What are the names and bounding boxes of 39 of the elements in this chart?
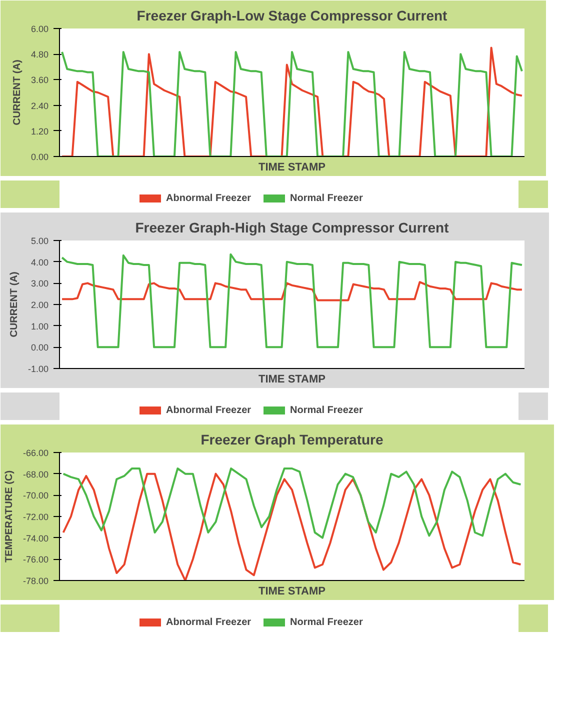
line-series: [61, 253, 523, 348]
chart-title: Freezer Graph Temperature: [200, 432, 384, 448]
y-tick-label: 4.00: [30, 257, 49, 268]
y-tick-label: 0.00: [30, 152, 49, 162]
legend-label: Abnormal Freezer: [166, 404, 252, 416]
legend-label: Normal Freezer: [290, 616, 363, 628]
chart-title: Freezer Graph-High Stage Compressor Current: [135, 220, 450, 236]
y-tick-label: 6.00: [30, 24, 49, 34]
y-tick-label: -68.00: [22, 469, 49, 480]
legend-label: Normal Freezer: [290, 192, 363, 204]
y-tick-label: 0.00: [30, 342, 49, 353]
legend-label: Normal Freezer: [290, 404, 363, 416]
y-tick-label: 4.80: [30, 50, 49, 60]
y-tick-label: -1.00: [28, 364, 48, 374]
y-tick-label: -66.00: [22, 448, 49, 458]
y-tick-label: 2.40: [30, 100, 49, 111]
x-axis-title: TIME STAMP: [258, 374, 326, 386]
y-tick-label: 1.00: [30, 321, 49, 332]
y-tick-label: -70.00: [22, 490, 49, 501]
y-tick-label: 3.00: [30, 278, 49, 289]
x-axis-title: TIME STAMP: [258, 586, 326, 598]
y-tick-label: 3.60: [30, 75, 49, 86]
line-series: [62, 472, 522, 580]
y-tick-label: 5.00: [30, 236, 49, 246]
line-series: [61, 281, 523, 302]
y-axis-title: TEMPERATURE (C): [4, 470, 15, 563]
y-tick-label: -72.00: [22, 512, 49, 522]
y-tick-label: -76.00: [22, 554, 49, 565]
y-axis-title: CURRENT (A): [8, 272, 20, 338]
y-axis-title: CURRENT (A): [12, 60, 23, 126]
legend-label: Abnormal Freezer: [166, 192, 252, 204]
y-tick-label: -74.00: [22, 533, 49, 544]
y-tick-label: -78.00: [22, 576, 49, 586]
line-series: [62, 468, 522, 539]
legend-label: Abnormal Freezer: [166, 616, 252, 628]
chart-title: Freezer Graph-Low Stage Compressor Current: [136, 8, 448, 24]
y-tick-label: 1.20: [30, 126, 49, 136]
y-tick-label: 2.00: [30, 300, 49, 310]
x-axis-title: TIME STAMP: [258, 162, 326, 174]
